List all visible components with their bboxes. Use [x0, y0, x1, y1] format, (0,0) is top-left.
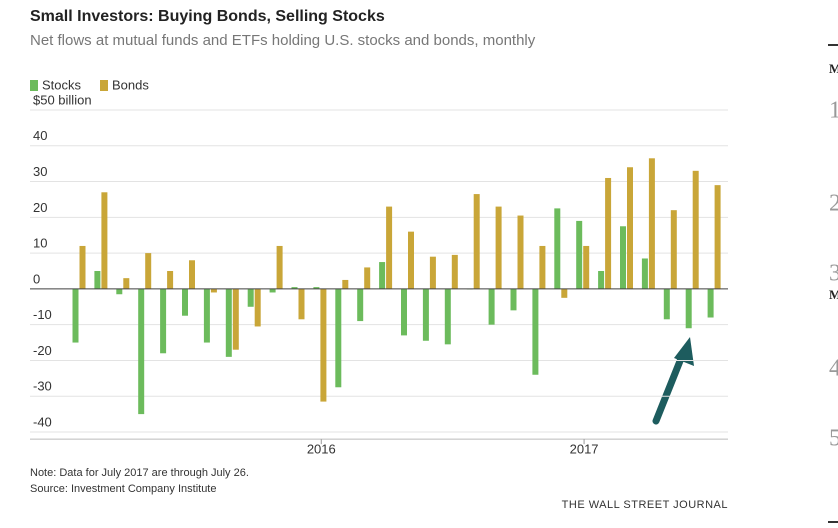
bar — [670, 210, 677, 289]
bar — [488, 288, 495, 325]
y-tick-label: -20 — [33, 343, 52, 358]
bar — [648, 158, 655, 289]
sidebar-label: M — [829, 287, 838, 302]
bar — [386, 206, 393, 289]
chart-subtitle: Net flows at mutual funds and ETFs holdi… — [30, 32, 536, 49]
bar — [72, 288, 79, 343]
legend-label: Stocks — [42, 77, 82, 92]
legend-swatch — [30, 80, 38, 91]
bar — [225, 288, 232, 357]
bar — [254, 288, 261, 327]
bar — [276, 245, 283, 289]
y-tick-label: 40 — [33, 128, 47, 143]
bar — [554, 208, 561, 289]
bar — [685, 288, 692, 329]
bar — [182, 288, 188, 316]
bar — [451, 254, 458, 289]
bar — [517, 215, 524, 289]
bar — [379, 262, 386, 289]
bar — [269, 288, 276, 293]
bar — [707, 288, 714, 318]
bar — [357, 288, 364, 322]
bar — [247, 288, 254, 307]
bar — [692, 170, 699, 289]
bar — [561, 288, 568, 298]
y-tick-label: 20 — [33, 200, 47, 215]
bar — [401, 288, 407, 336]
y-tick-label: $50 billion — [33, 92, 92, 107]
bar — [210, 288, 217, 293]
y-tick-label: -30 — [33, 379, 52, 394]
sidebar-label: 2 — [829, 191, 838, 217]
x-tick-label: 2016 — [307, 442, 336, 457]
bar — [663, 288, 670, 320]
bar — [123, 278, 130, 289]
sidebar-label: 3 — [829, 261, 838, 287]
bar — [598, 270, 605, 289]
bar — [714, 185, 721, 289]
sidebar-label: 4 — [829, 356, 838, 382]
legend-label: Bonds — [112, 77, 149, 92]
legend-swatch — [100, 80, 108, 91]
bar — [605, 177, 612, 289]
bar — [189, 260, 195, 289]
bar — [495, 206, 502, 289]
y-tick-label: 10 — [33, 236, 47, 251]
bar — [444, 288, 451, 345]
chart-title: Small Investors: Buying Bonds, Selling S… — [30, 8, 385, 25]
source: Source: Investment Company Institute — [30, 483, 216, 495]
bar — [291, 287, 298, 289]
credit: THE WALL STREET JOURNAL — [562, 499, 728, 511]
bar — [429, 256, 436, 289]
bar — [101, 192, 108, 289]
bar — [583, 245, 590, 289]
bar — [298, 288, 305, 320]
note: Note: Data for July 2017 are through Jul… — [30, 467, 249, 479]
bar — [641, 258, 648, 289]
sidebar-label: M — [829, 61, 838, 76]
bar — [94, 270, 101, 289]
bar — [232, 288, 239, 350]
bar — [145, 253, 152, 289]
bar — [335, 288, 342, 388]
y-tick-label: -40 — [33, 414, 52, 429]
bar — [320, 288, 327, 402]
bar — [116, 288, 123, 295]
bar — [364, 267, 371, 289]
bar — [342, 279, 349, 289]
x-tick-label: 2017 — [570, 442, 599, 457]
bar — [203, 288, 210, 343]
bar — [167, 270, 174, 289]
bar — [473, 194, 480, 289]
bar — [79, 245, 86, 289]
y-tick-label: 30 — [33, 164, 47, 179]
bar — [422, 288, 429, 341]
y-tick-label: -10 — [33, 307, 52, 322]
y-tick-label: 0 — [33, 271, 40, 286]
bar — [138, 288, 145, 415]
bar — [510, 288, 517, 311]
bar — [313, 287, 320, 289]
bar — [539, 245, 546, 289]
sidebar-label: 5 — [829, 426, 838, 452]
bar — [408, 231, 414, 289]
arrow — [652, 337, 694, 425]
sidebar-label: 1 — [829, 98, 838, 124]
bar — [620, 226, 626, 289]
bar — [532, 288, 539, 375]
bar — [627, 167, 633, 289]
bar — [576, 220, 583, 289]
bar — [160, 288, 167, 354]
